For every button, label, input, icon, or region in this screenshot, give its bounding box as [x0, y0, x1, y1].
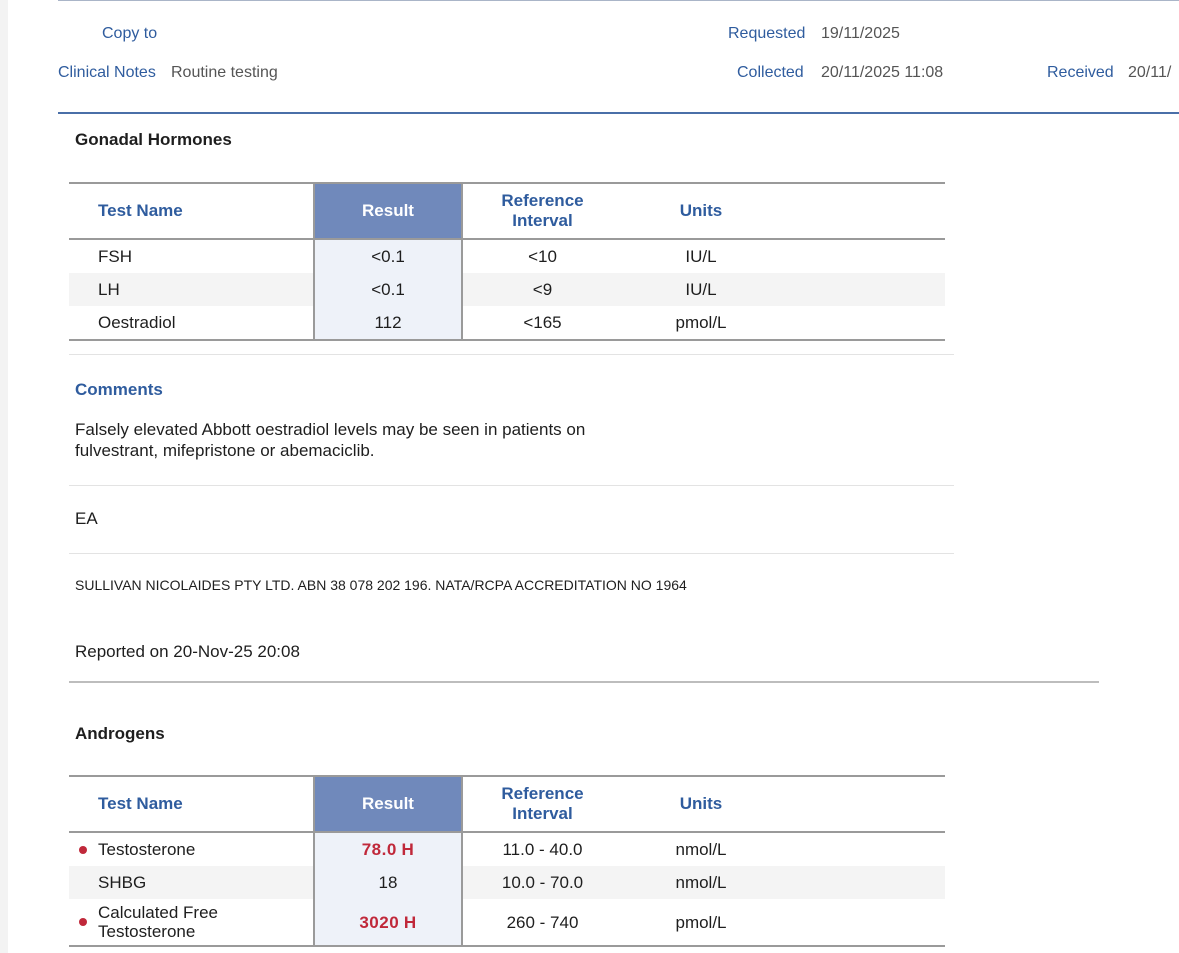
row-spacer	[780, 866, 945, 899]
header-divider	[58, 112, 1179, 114]
row-units: IU/L	[622, 273, 780, 306]
row-result: <0.1	[313, 273, 463, 306]
row-test-name: Oestradiol	[69, 306, 314, 341]
header-result: Result	[313, 182, 463, 240]
clinical-notes-value: Routine testing	[171, 64, 278, 81]
row-reference: <9	[462, 273, 622, 306]
table-header-row: Test Name Result Reference Interval Unit…	[69, 775, 945, 833]
row-test-name: SHBG	[69, 866, 314, 899]
table-row: Calculated Free Testosterone 3020 H 260 …	[69, 899, 945, 947]
row-spacer	[780, 306, 945, 341]
header-ref-line1: Reference	[501, 191, 584, 210]
abnormal-flag-dot	[79, 845, 87, 854]
divider	[69, 553, 954, 554]
row-result-cell: 3020 H	[313, 899, 463, 947]
header-test-name: Test Name	[69, 182, 314, 240]
row-result: 3020	[359, 912, 400, 932]
row-reference: 260 - 740	[462, 899, 622, 947]
header-units: Units	[622, 775, 780, 833]
row-test-name-line2: Testosterone	[98, 922, 196, 941]
row-spacer	[780, 273, 945, 306]
row-flag: H	[401, 840, 415, 859]
row-test-name: LH	[69, 273, 314, 306]
row-test-name: Testosterone	[98, 840, 196, 859]
gonadal-results-table: Test Name Result Reference Interval Unit…	[69, 182, 945, 341]
comments-body: Falsely elevated Abbott oestradiol level…	[75, 419, 695, 461]
table-row: LH <0.1 <9 IU/L	[69, 273, 945, 306]
authoriser-initials: EA	[75, 509, 98, 528]
row-result-cell: 78.0 H	[313, 832, 463, 866]
copy-to-label: Copy to	[102, 25, 158, 42]
clinical-notes-label: Clinical Notes	[58, 64, 156, 81]
header-result: Result	[313, 775, 463, 833]
row-result: <0.1	[313, 239, 463, 273]
row-result: 18	[313, 866, 463, 899]
row-units: nmol/L	[622, 866, 780, 899]
header-units: Units	[622, 182, 780, 240]
header-ref-line2: Interval	[512, 211, 573, 230]
requested-label: Requested	[728, 25, 806, 42]
row-reference: 10.0 - 70.0	[462, 866, 622, 899]
row-units: pmol/L	[622, 899, 780, 947]
row-flag: H	[403, 912, 417, 932]
table-header-row: Test Name Result Reference Interval Unit…	[69, 182, 945, 240]
row-spacer	[780, 239, 945, 273]
received-label: Received	[1047, 64, 1114, 81]
table-row: Testosterone 78.0 H 11.0 - 40.0 nmol/L	[69, 832, 945, 866]
row-reference: 11.0 - 40.0	[502, 840, 583, 859]
top-divider	[58, 0, 1179, 1]
comments-line: Falsely elevated Abbott oestradiol level…	[75, 420, 586, 439]
report-page: Copy to Clinical Notes Routine testing R…	[8, 0, 1179, 953]
table-row: Oestradiol 112 <165 pmol/L	[69, 306, 945, 341]
row-reference: <165	[462, 306, 622, 341]
header-ref-line2: Interval	[512, 804, 573, 823]
header-test-name: Test Name	[69, 775, 314, 833]
row-reference: <10	[528, 247, 557, 266]
lab-accreditation-text: SULLIVAN NICOLAIDES PTY LTD. ABN 38 078 …	[75, 577, 687, 593]
header-spacer	[780, 775, 945, 833]
section-divider	[69, 681, 1099, 683]
reported-on-text: Reported on 20-Nov-25 20:08	[75, 642, 300, 661]
row-spacer	[780, 832, 945, 866]
comments-line: fulvestrant, mifepristone or abemaciclib…	[75, 441, 375, 460]
divider	[69, 354, 954, 355]
row-test-name-cell: Testosterone	[69, 832, 314, 866]
header-spacer	[780, 182, 945, 240]
row-test-name-cell: Calculated Free Testosterone	[69, 899, 314, 947]
collected-value: 20/11/2025 11:08	[821, 64, 944, 81]
row-result: 78.0	[361, 840, 397, 859]
received-value: 20/11/	[1128, 64, 1172, 81]
section-title-gonadal: Gonadal Hormones	[75, 130, 232, 149]
collected-label: Collected	[737, 64, 804, 81]
androgens-results-table: Test Name Result Reference Interval Unit…	[69, 775, 945, 947]
row-spacer	[780, 899, 945, 947]
section-title-androgens: Androgens	[75, 724, 165, 743]
row-units: pmol/L	[622, 306, 780, 341]
comments-title: Comments	[75, 380, 163, 399]
row-test-name: FSH	[98, 247, 132, 266]
abnormal-flag-dot	[79, 918, 87, 926]
table-row: SHBG 18 10.0 - 70.0 nmol/L	[69, 866, 945, 899]
header-reference-interval: Reference Interval	[462, 182, 622, 240]
header-reference-interval: Reference Interval	[462, 775, 622, 833]
table-row: FSH <0.1 <10 IU/L	[69, 239, 945, 273]
header-ref-line1: Reference	[501, 784, 584, 803]
row-units: nmol/L	[675, 840, 727, 859]
requested-value: 19/11/2025	[821, 25, 900, 42]
row-units: IU/L	[685, 247, 717, 266]
row-result: 112	[313, 306, 463, 341]
row-test-name-line1: Calculated Free	[98, 903, 219, 922]
divider	[69, 485, 954, 486]
